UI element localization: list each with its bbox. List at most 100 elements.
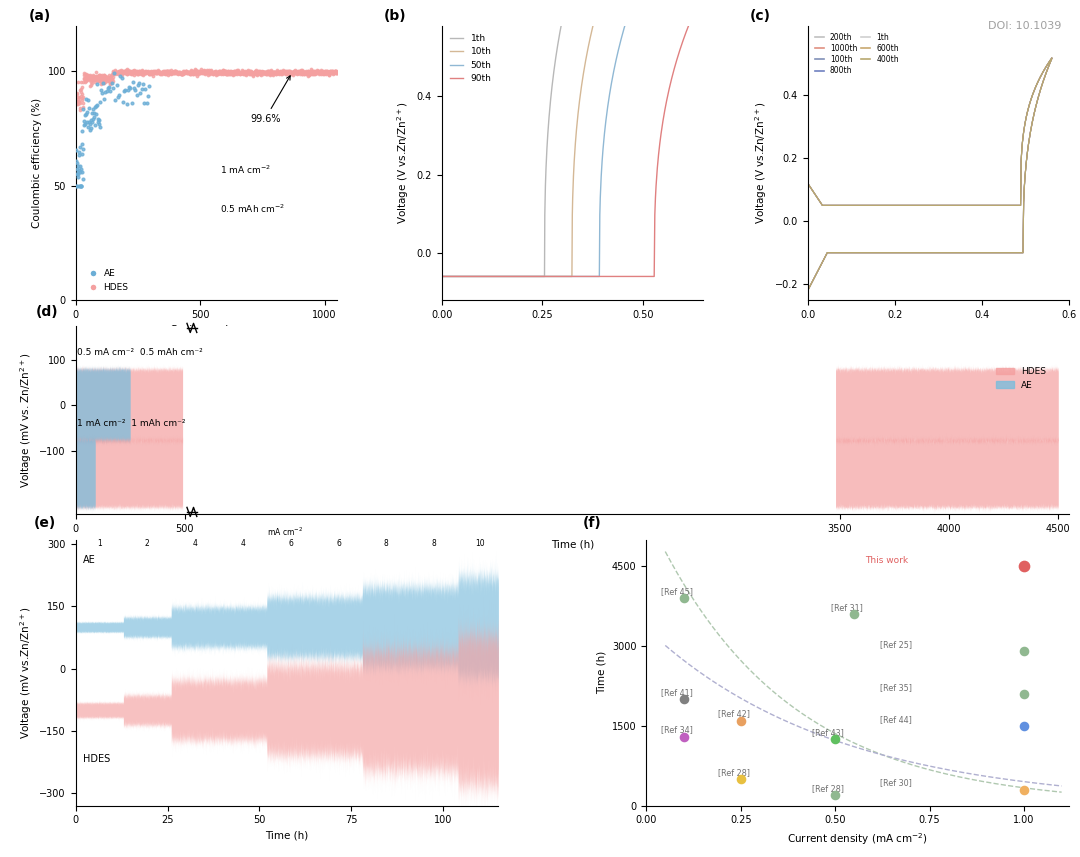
Point: [221, 64, 239, 78]
Point: [77, 73, 94, 87]
Point: [224, 68, 241, 81]
Point: [212, 66, 229, 80]
Point: [264, 67, 281, 81]
Point: [253, 65, 270, 79]
Point: [72, 163, 90, 177]
Point: [322, 66, 339, 80]
Point: [77, 72, 94, 86]
Point: [321, 67, 338, 81]
Point: [166, 66, 184, 80]
Point: [225, 66, 242, 80]
Point: [117, 64, 134, 78]
Point: [282, 66, 299, 80]
Point: [139, 65, 157, 79]
Point: [93, 74, 110, 87]
Point: [70, 94, 87, 108]
Point: [193, 66, 211, 80]
Point: [237, 66, 254, 80]
Point: [208, 67, 226, 81]
Point: [127, 65, 145, 79]
Point: [190, 67, 207, 81]
Y-axis label: Voltage (V vs.Zn/Zn$^{2+}$): Voltage (V vs.Zn/Zn$^{2+}$): [753, 102, 769, 224]
Point: [272, 65, 289, 79]
Point: [81, 68, 98, 81]
Point: [76, 109, 93, 123]
Point: [67, 95, 84, 109]
Point: [111, 67, 129, 81]
Point: [278, 67, 295, 81]
Point: [89, 70, 106, 84]
Point: [173, 67, 190, 81]
Point: [177, 64, 194, 78]
Point: [322, 65, 339, 79]
Point: [220, 66, 238, 80]
90th: [534, 272, 546, 282]
Point: [301, 67, 319, 81]
Point: [224, 66, 241, 80]
Point: [327, 64, 345, 78]
Point: [133, 65, 150, 79]
Point: [106, 67, 123, 81]
Point: [259, 64, 276, 78]
Point: [217, 64, 234, 78]
Point: [123, 66, 140, 80]
Point: [253, 68, 270, 81]
Point: [275, 65, 293, 79]
Point: [175, 67, 192, 81]
Point: [281, 64, 298, 78]
Point: [278, 65, 295, 79]
Point: [170, 66, 187, 80]
Point: [156, 66, 173, 80]
Point: [732, 772, 750, 786]
Point: [183, 64, 200, 78]
Point: [73, 165, 91, 179]
Point: [138, 65, 156, 79]
Point: [251, 64, 268, 78]
Point: [122, 65, 139, 79]
Point: [80, 74, 97, 87]
Point: [301, 67, 319, 81]
Point: [235, 67, 253, 81]
Point: [203, 65, 220, 79]
Point: [242, 67, 259, 81]
X-axis label: Capacity (mAh cm$^{-2}$): Capacity (mAh cm$^{-2}$): [882, 325, 995, 341]
Point: [285, 63, 302, 77]
Y-axis label: Voltage (mV vs. Zn/Zn$^{2+}$): Voltage (mV vs. Zn/Zn$^{2+}$): [18, 352, 33, 488]
Point: [231, 68, 248, 81]
Point: [181, 68, 199, 81]
Point: [122, 81, 139, 95]
Point: [68, 94, 85, 108]
Point: [234, 65, 252, 79]
Point: [75, 75, 92, 88]
Y-axis label: Coulombic efficiency (%): Coulombic efficiency (%): [32, 98, 42, 228]
Point: [275, 64, 293, 78]
Point: [83, 115, 100, 129]
Point: [316, 63, 334, 77]
Point: [269, 66, 286, 80]
Point: [71, 159, 89, 173]
Point: [82, 113, 99, 127]
Point: [266, 66, 283, 80]
Point: [260, 66, 278, 80]
Point: [86, 75, 104, 89]
Point: [139, 89, 157, 103]
Point: [73, 99, 91, 113]
Point: [220, 65, 238, 79]
Point: [81, 117, 98, 130]
Point: [119, 83, 136, 97]
Point: [73, 93, 91, 107]
Point: [125, 68, 143, 81]
Point: [75, 172, 92, 186]
Point: [173, 68, 190, 81]
Point: [324, 67, 341, 81]
Point: [187, 63, 204, 76]
Point: [148, 66, 165, 80]
Legend: 1th, 10th, 50th, 90th: 1th, 10th, 50th, 90th: [446, 30, 495, 87]
Point: [94, 70, 111, 84]
Point: [127, 63, 145, 77]
Point: [271, 65, 288, 79]
Point: [274, 65, 292, 79]
Point: [211, 66, 228, 80]
1th: [435, 272, 448, 282]
Point: [327, 66, 345, 80]
